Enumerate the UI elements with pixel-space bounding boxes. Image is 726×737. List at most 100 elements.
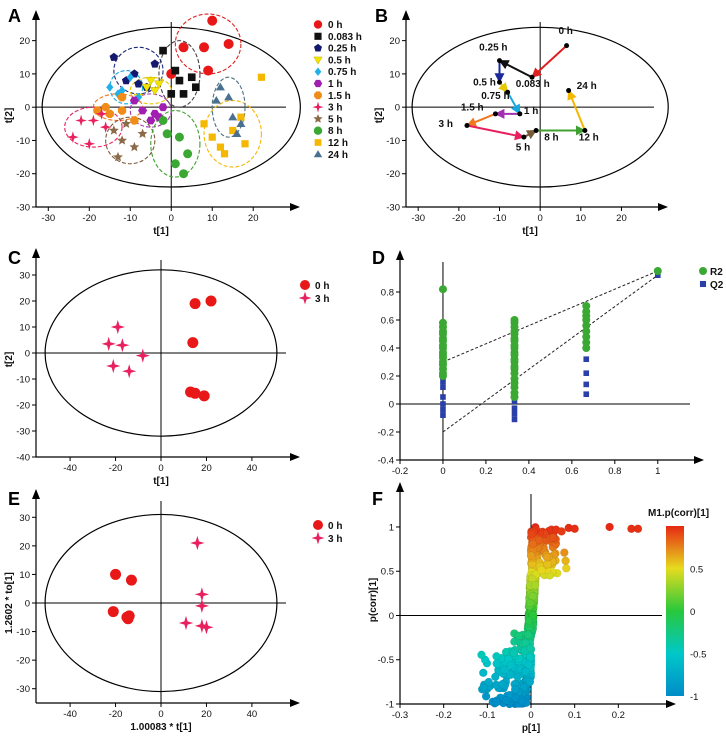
x-axis-label: p[1] (522, 723, 540, 734)
legend-label: 24 h (328, 150, 348, 161)
x-tick-label: -0.1 (479, 710, 495, 721)
data-point (137, 128, 148, 138)
y-tick-label: -10 (16, 375, 30, 386)
trajectory-arrow (506, 91, 521, 115)
loading-point (548, 533, 558, 542)
group-ellipse (158, 40, 201, 108)
legend-label: 0.5 h (328, 55, 351, 66)
r2-point (653, 267, 662, 275)
y-axis-arrow (396, 250, 404, 260)
x-axis-arrow (694, 456, 704, 464)
x-tick-label: 10 (207, 213, 218, 224)
data-point (171, 66, 180, 75)
x-tick-label: -40 (63, 463, 77, 474)
data-point (108, 125, 119, 135)
loading-point (523, 630, 533, 639)
data-point (158, 115, 168, 125)
data-point (113, 151, 123, 162)
loading-point (513, 672, 522, 682)
data-point (150, 59, 160, 68)
r2-point (582, 302, 591, 310)
data-point (203, 65, 214, 76)
legend-marker (313, 520, 323, 530)
r2-point (582, 344, 591, 352)
q2-point (440, 378, 446, 385)
y-tick-label: 20 (19, 541, 30, 552)
loading-point (509, 648, 519, 657)
data-point (200, 120, 208, 128)
data-point (215, 82, 225, 91)
data-point (236, 119, 246, 127)
r2-point (510, 383, 519, 392)
y-axis-arrow (402, 10, 410, 20)
q2-point (440, 384, 446, 390)
y-axis-label: p(corr)[1] (368, 578, 379, 622)
data-point (207, 15, 218, 26)
loading-point (479, 668, 488, 678)
legend-marker (313, 56, 323, 65)
y-tick-label: 0.4 (381, 344, 394, 355)
x-tick-label: 0 (169, 213, 174, 224)
loading-point (562, 564, 571, 573)
loading-point (605, 522, 614, 532)
loading-point (557, 527, 566, 536)
data-point (109, 52, 119, 61)
data-point (189, 298, 201, 310)
q2-point (511, 405, 518, 411)
r2-point (582, 327, 591, 336)
data-point (179, 90, 188, 98)
trajectory-arrow (498, 59, 533, 79)
data-point (178, 615, 194, 631)
loading-point (477, 650, 486, 659)
x-tick-label: 20 (616, 213, 627, 224)
legend-marker (313, 20, 323, 29)
y-tick-label: -0.4 (378, 456, 394, 467)
x-tick-label: 0.2 (612, 710, 625, 721)
x-tick-label: -20 (82, 213, 96, 224)
panel-d: D-0.2 0 0.2 0.4 0.6 0.8 1-0.4-0.200.20.40.60.8… (372, 248, 724, 477)
data-point (126, 72, 134, 82)
data-point (141, 83, 152, 93)
data-point (179, 169, 189, 179)
x-tick-label: 1 (655, 466, 660, 477)
x-tick-label: 20 (201, 709, 212, 720)
loading-point (498, 679, 507, 689)
legend-marker (314, 91, 322, 100)
x-tick-label: -20 (452, 213, 466, 224)
legend-label: 0.25 h (328, 44, 356, 55)
data-point (237, 113, 245, 121)
y-tick-label: -30 (16, 427, 30, 438)
loading-point (525, 653, 535, 662)
data-point (220, 150, 229, 158)
legend-marker (314, 32, 322, 40)
legend-marker (313, 79, 323, 88)
data-point (189, 387, 201, 399)
loading-point (526, 598, 535, 608)
colorbar-title: M1.p(corr)[1] (648, 508, 709, 519)
y-tick-label: -0.5 (378, 655, 394, 666)
loading-point (506, 660, 516, 670)
data-point (145, 77, 156, 86)
r2-point (582, 338, 591, 347)
data-point (75, 114, 87, 127)
y-tick-label: -1 (386, 700, 394, 711)
y-tick-label: 10 (19, 69, 30, 80)
loading-point (524, 616, 533, 625)
x-axis-arrow (290, 699, 300, 707)
data-point (199, 620, 214, 635)
point-label: 0 h (558, 26, 572, 37)
trajectory-point (492, 111, 498, 117)
x-tick-label: 0 (158, 463, 163, 474)
data-point (187, 73, 196, 82)
x-tick-label: -0.3 (392, 710, 408, 721)
y-tick-label: 0.8 (381, 288, 394, 299)
x-axis-arrow (290, 203, 300, 211)
y-tick-label: 0.6 (381, 316, 394, 327)
legend-label: 3 h (328, 103, 342, 114)
data-point (192, 83, 200, 92)
data-point (154, 80, 164, 89)
panel-f: F -0.3 -0.2 -0.1 0 0.1 0.2 -1 -0.5 0 0.5 1 p[1] p(cor… (368, 482, 709, 734)
colorbar-tick-label: -0.5 (690, 650, 706, 661)
q2-point (511, 416, 518, 423)
data-point (229, 126, 237, 135)
